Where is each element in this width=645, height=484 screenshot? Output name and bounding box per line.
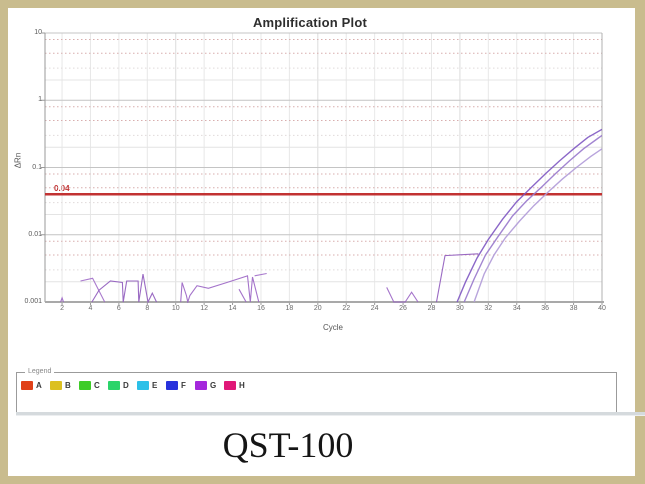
legend-item-c: C xyxy=(79,381,108,390)
x-tick-label: 6 xyxy=(116,305,121,312)
panel-separator xyxy=(16,412,645,416)
x-tick-label: 40 xyxy=(598,305,606,312)
x-tick-label: 30 xyxy=(456,305,464,312)
x-tick-label: 2 xyxy=(60,305,64,312)
amplification-curve-2 xyxy=(463,134,602,303)
x-tick-label: 34 xyxy=(512,305,521,312)
x-tick-label: 10 xyxy=(171,305,180,312)
baseline-noise-6 xyxy=(238,288,247,303)
x-tick-label: 22 xyxy=(342,305,351,312)
legend-item-label: G xyxy=(210,381,217,390)
legend-swatch-d xyxy=(108,381,120,390)
legend-item-b: B xyxy=(50,381,79,390)
legend-item-f: F xyxy=(166,381,195,390)
baseline-noise-8 xyxy=(435,253,479,303)
y-tick-label: 0.01 xyxy=(28,230,42,238)
legend-swatch-a xyxy=(21,381,33,390)
legend-title: Legend xyxy=(25,368,55,375)
plot-title: Amplification Plot xyxy=(252,15,368,30)
legend-item-label: D xyxy=(123,381,129,390)
x-tick-label: 38 xyxy=(569,305,578,312)
legend-item-a: A xyxy=(21,381,50,390)
legend-item-label: H xyxy=(239,381,245,390)
y-tick-label: 0.001 xyxy=(24,298,42,305)
x-tick-label: 28 xyxy=(427,305,436,312)
legend-swatch-b xyxy=(50,381,62,390)
x-tick-label: 4 xyxy=(88,305,93,312)
legend-swatch-g xyxy=(195,381,207,390)
legend-items: A B C D E F G H xyxy=(21,381,253,390)
y-tick-label: 0.1 xyxy=(32,163,42,171)
y-tick-label: 1 xyxy=(38,96,42,104)
legend-swatch-c xyxy=(79,381,91,390)
legend-swatch-f xyxy=(166,381,178,390)
x-axis-label: Cycle xyxy=(322,323,343,332)
x-tick-label: 18 xyxy=(285,305,294,312)
legend-item-e: E xyxy=(137,381,166,390)
y-tick-label: 10 xyxy=(34,29,42,36)
amplification-curve-3 xyxy=(473,148,602,303)
x-tick-label: 14 xyxy=(228,305,237,312)
legend-item-d: D xyxy=(108,381,137,390)
caption-text: QST-100 xyxy=(222,425,354,465)
x-tick-label: 20 xyxy=(313,305,322,312)
legend-item-h: H xyxy=(224,381,253,390)
x-tick-label: 26 xyxy=(399,305,407,312)
x-tick-label: 8 xyxy=(145,305,150,312)
chart-panel: Amplification Plot ΔRn Cycle 0.04 246810… xyxy=(8,8,645,476)
amplification-curve-1 xyxy=(456,128,602,303)
x-tick-label: 12 xyxy=(200,305,209,312)
legend-item-label: B xyxy=(65,381,71,390)
legend-item-label: E xyxy=(152,381,158,390)
legend-swatch-h xyxy=(224,381,236,390)
legend-item-label: F xyxy=(181,381,186,390)
baseline-noise-4 xyxy=(180,275,260,303)
legend-item-label: C xyxy=(94,381,100,390)
x-tick-label: 36 xyxy=(541,305,550,312)
legend-item-label: A xyxy=(36,381,42,390)
x-tick-label: 16 xyxy=(257,305,265,312)
legend-swatch-e xyxy=(137,381,149,390)
x-tick-label: 24 xyxy=(370,305,379,312)
baseline-noise-5 xyxy=(254,272,267,277)
baseline-noise-3 xyxy=(91,274,157,303)
baseline-noise-7 xyxy=(386,287,419,303)
x-tick-label: 32 xyxy=(484,305,493,312)
baseline-noise-2 xyxy=(80,277,106,303)
legend-item-g: G xyxy=(195,381,224,390)
baseline-noise-1 xyxy=(60,296,65,303)
